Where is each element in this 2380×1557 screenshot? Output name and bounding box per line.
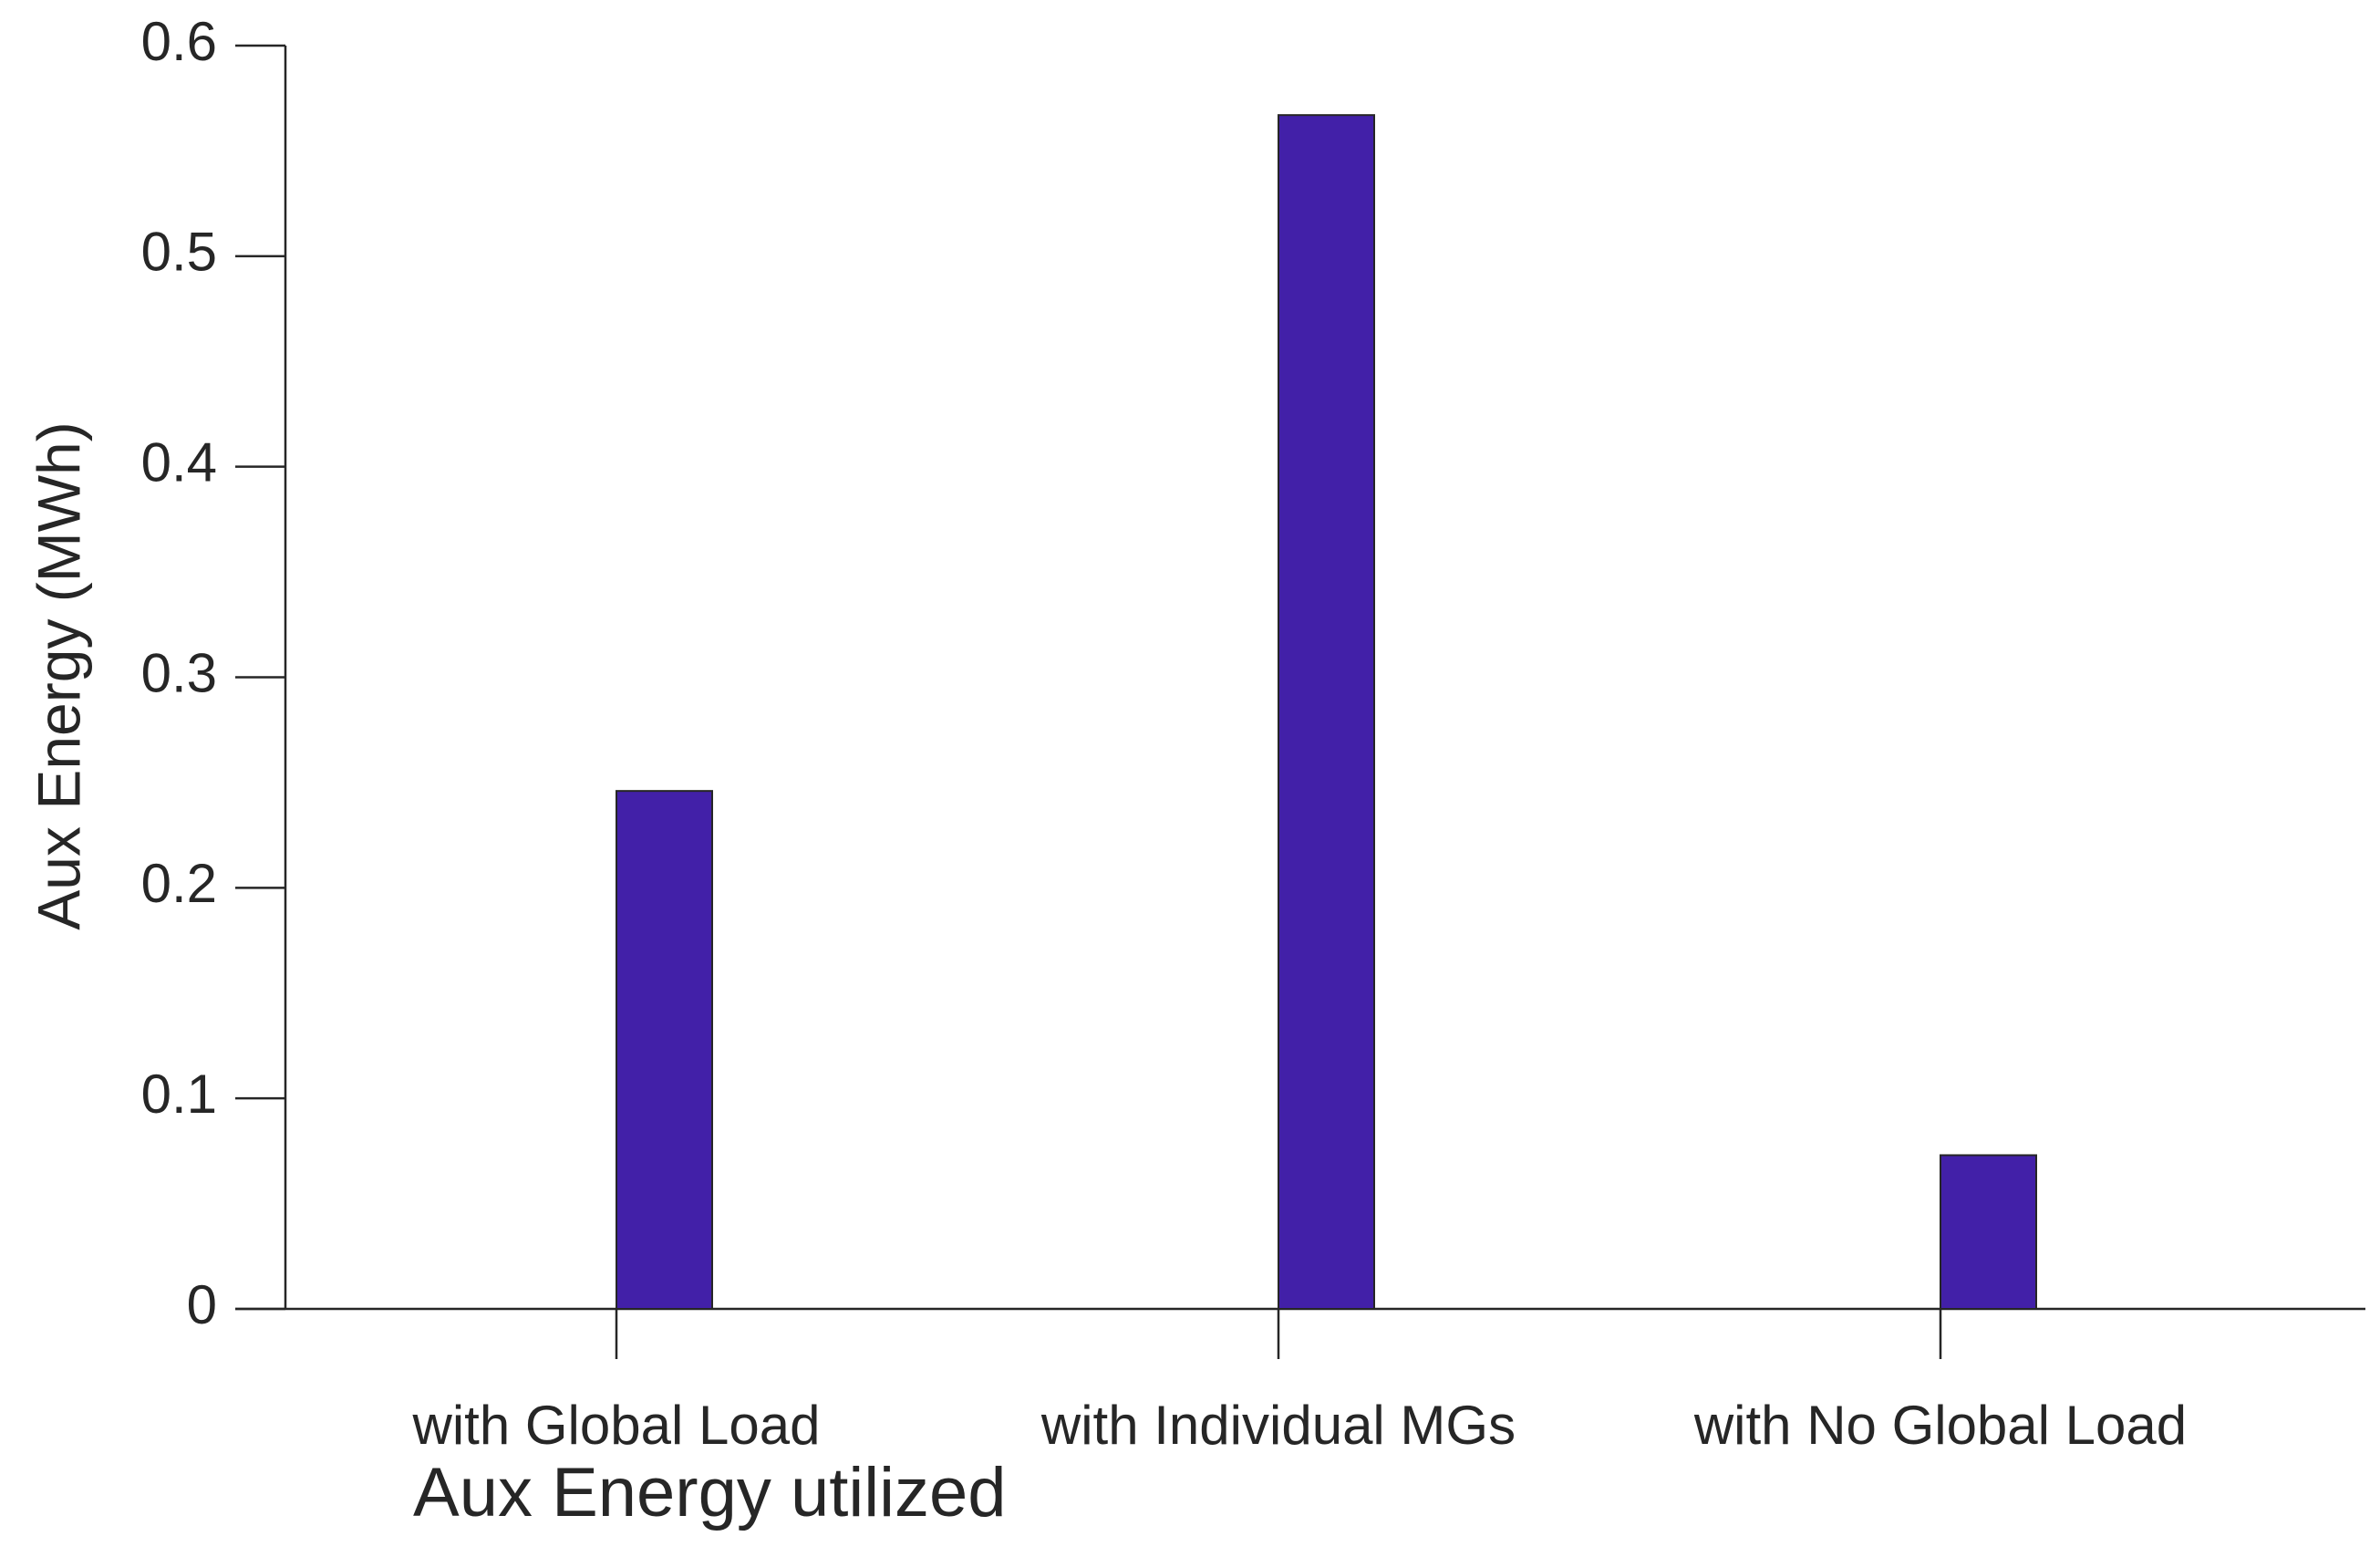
x-axis-label: Aux Energy utilized bbox=[413, 1454, 1007, 1531]
y-axis-label: Aux Energy (MWh) bbox=[25, 421, 92, 929]
bar bbox=[1940, 1154, 2037, 1311]
y-tick-label: 0.3 bbox=[141, 642, 217, 703]
x-tick-label: with Individual MGs bbox=[1040, 1395, 1516, 1456]
x-tick-label: with Global Load bbox=[412, 1395, 821, 1456]
bar bbox=[1278, 114, 1375, 1310]
y-tick-label: 0.4 bbox=[141, 432, 217, 493]
y-tick-label: 0.6 bbox=[141, 11, 217, 72]
y-tick-label: 0.1 bbox=[141, 1064, 217, 1125]
x-tick-label: with No Global Load bbox=[1693, 1395, 2187, 1456]
y-tick-label: 0.2 bbox=[141, 853, 217, 914]
y-tick-label: 0 bbox=[187, 1274, 217, 1335]
y-tick-label: 0.5 bbox=[141, 222, 217, 283]
bar bbox=[616, 790, 713, 1310]
